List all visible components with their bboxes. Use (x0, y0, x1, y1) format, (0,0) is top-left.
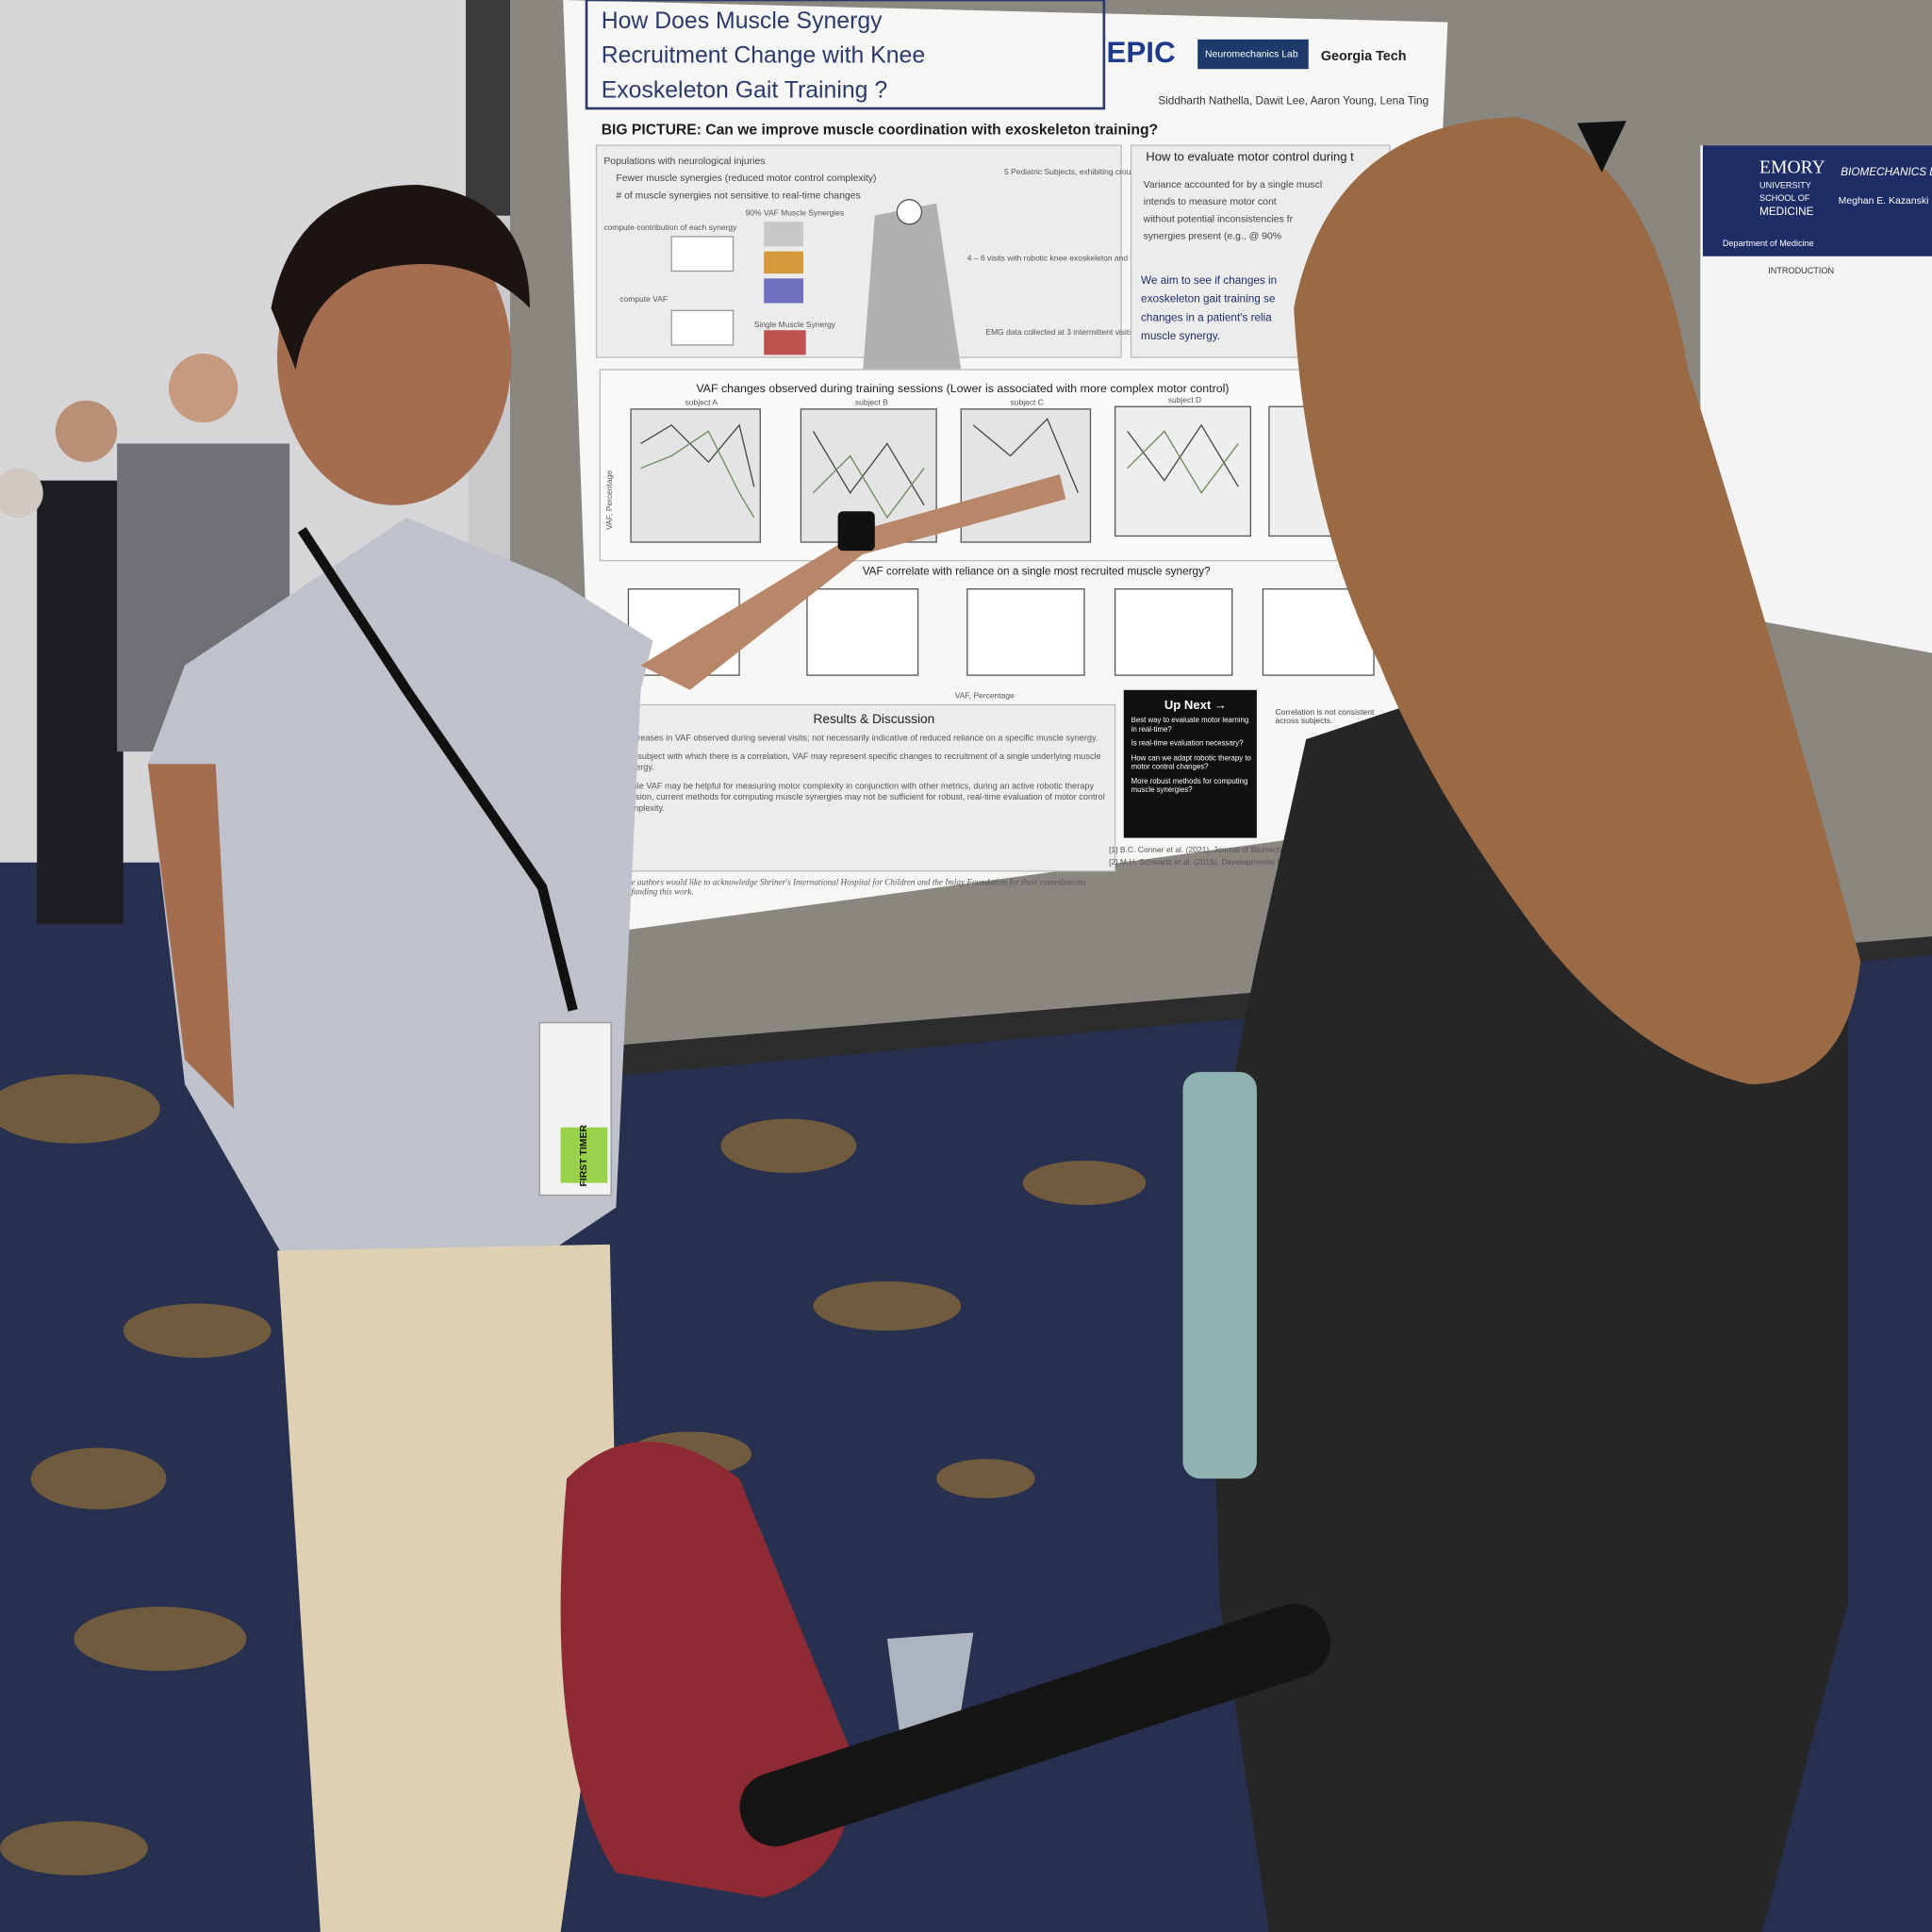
text: exoskeleton gait training se (1141, 293, 1276, 305)
text: intends to measure motor cont (1144, 197, 1277, 207)
side-poster (1700, 145, 1932, 653)
bullet: Best way to evaluate motor learning in r… (1131, 717, 1249, 735)
text: Variance accounted for by a single muscl (1144, 180, 1323, 190)
axis-label: VAF, Percentage (604, 471, 614, 530)
institution: SCHOOL OF (1759, 193, 1810, 203)
text: Correlation is not consistent across sub… (1275, 708, 1375, 726)
poster-tube (739, 1603, 1330, 1847)
panel (609, 703, 1116, 872)
institution: UNIVERSITY (1759, 181, 1811, 190)
text: 4 – 6 visits with robotic knee exoskelet… (967, 254, 1225, 263)
section-heading: How to evaluate motor control during t (1146, 150, 1354, 164)
text: We aim to see if changes in (1141, 274, 1277, 287)
section-heading: VAF changes observed during training ses… (696, 382, 1229, 395)
man: FIRST TIMER (147, 185, 1066, 1932)
section-heading: VAF correlate with reliance on a single … (863, 565, 1211, 577)
label: 90% VAF Muscle Synergies (746, 207, 845, 217)
side-header (1702, 145, 1932, 256)
logo-box (1197, 39, 1309, 70)
bullet: Fewer muscle synergies (reduced motor co… (616, 173, 876, 184)
logo: EPIC (1106, 36, 1175, 69)
institution: MEDICINE (1759, 206, 1814, 218)
section-heading: BIG PICTURE: Can we improve muscle coord… (602, 123, 1158, 139)
diagram (670, 199, 962, 376)
board-edge (465, 0, 510, 216)
poster-title: Recruitment Change with Knee (602, 43, 925, 69)
acknowledgement: The authors would like to acknowledge Sh… (621, 877, 1086, 898)
section-heading: INTRODUCTION (1768, 266, 1834, 275)
bullet: Is real-time evaluation necessary? (1131, 740, 1244, 749)
label: compute contribution of each synergy (603, 223, 737, 232)
label: subject C (1011, 398, 1044, 407)
note: Correlation is not consistent across sub… (1275, 708, 1375, 726)
up-next-list: Best way to evaluate motor learning in r… (1131, 717, 1251, 795)
title-box (585, 0, 1106, 110)
bullet: While VAF may be helpful for measuring m… (621, 782, 1105, 814)
logo: Neuromechanics Lab (1205, 49, 1298, 59)
section-heading: Results & Discussion (813, 712, 934, 726)
bullet: More robust methods for computing muscle… (1131, 778, 1248, 795)
text: The authors would like to acknowledge Sh… (621, 877, 1086, 898)
label: subject B (855, 398, 888, 407)
side-title: BIOMECHANICS D (1841, 166, 1932, 178)
label: compute VAF (619, 294, 668, 304)
water-bottle (1182, 1071, 1257, 1479)
text: without potential inconsistencies fr (1143, 214, 1294, 224)
authors: Siddharth Nathella, Dawit Lee, Aaron You… (1158, 94, 1428, 107)
poster-title: How Does Muscle Synergy (602, 8, 883, 34)
label: subject A (685, 398, 718, 407)
poster-title: Exoskeleton Gait Training ? (602, 77, 887, 103)
text: 5 Pediatric Subjects, exhibiting crouch … (1004, 167, 1240, 176)
logo: Georgia Tech (1321, 49, 1407, 64)
label: Single Muscle Synergy (754, 320, 836, 329)
bullet: For subject with which there is a correl… (621, 752, 1101, 773)
up-next-box (1123, 689, 1257, 838)
bullet: # of muscle synergies not sensitive to r… (616, 191, 860, 202)
woman (1207, 117, 1861, 1932)
badge-label: FIRST TIMER (579, 1125, 589, 1187)
results-text: Decreases in VAF observed during several… (621, 734, 1105, 814)
side-author: Meghan E. Kazanski (1839, 196, 1929, 206)
reference: [2] M.H. Schwartz et al. (2016), Develop… (1109, 857, 1309, 867)
carpet-pattern (0, 1074, 1147, 1875)
text: muscle synergy. (1141, 330, 1220, 342)
section-heading: Up Next → (1164, 698, 1227, 712)
text: synergies present (e.g., @ 90% (1144, 232, 1281, 242)
bullet: Decreases in VAF observed during several… (621, 734, 1098, 743)
axis-label: VAF, Percentage (955, 691, 1015, 701)
label: subject D (1168, 395, 1201, 405)
institution: EMORY (1759, 158, 1825, 178)
department: Department of Medicine (1723, 239, 1814, 248)
text: EMG data collected at 3 intermittent vis… (985, 327, 1132, 337)
text: changes in a patient's relia (1141, 311, 1272, 323)
reference: [1] B.C. Conner et al. (2021), Journal o… (1109, 845, 1300, 854)
bullet: How can we adapt robotic therapy to moto… (1131, 754, 1251, 772)
text: Populations with neurological injuries (603, 157, 765, 167)
